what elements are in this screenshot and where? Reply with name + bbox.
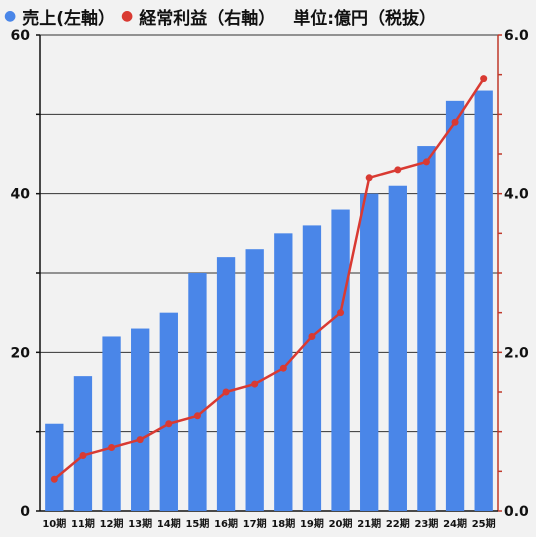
sales-bar (188, 273, 207, 511)
profit-point (50, 475, 58, 483)
sales-bar (331, 209, 350, 512)
x-axis-category-label: 18期 (271, 517, 295, 530)
profit-point (136, 436, 144, 444)
sales-bar (445, 100, 465, 511)
right-axis-tick-label: 6.0 (504, 28, 529, 44)
sales-bar (302, 225, 322, 511)
sales-bar (360, 193, 379, 511)
x-axis-category-label: 22期 (386, 517, 410, 530)
profit-point (394, 166, 402, 174)
sales-bar (216, 257, 236, 511)
x-axis-category-label: 13期 (128, 517, 152, 530)
x-axis-category-label: 20期 (329, 517, 353, 530)
right-axis-tick-label: 2.0 (504, 345, 529, 361)
profit-point (308, 332, 316, 340)
left-axis-tick-label: 60 (11, 28, 31, 44)
profit-point (279, 364, 287, 372)
chart-legend: ● 売上(左軸） ● 経常利益（右軸） 単位:億円（税抜） (4, 2, 436, 30)
profit-point (108, 444, 116, 452)
left-axis-tick-label: 40 (11, 187, 31, 203)
x-axis-category-label: 24期 (443, 517, 467, 530)
right-axis-tick-label: 4.0 (504, 187, 529, 203)
x-axis-category-label: 23期 (414, 517, 438, 530)
sales-bar (45, 423, 64, 511)
x-axis-category-label: 16期 (214, 517, 238, 530)
left-axis-tick-label: 20 (11, 345, 31, 361)
sales-bar (159, 312, 178, 511)
x-axis-category-label: 14期 (157, 517, 181, 530)
sales-bar (474, 90, 493, 512)
legend-sales-marker: ● (4, 8, 17, 24)
profit-line (53, 77, 485, 481)
sales-bar (245, 249, 264, 511)
sales-bar (73, 376, 93, 511)
x-axis-category-label: 19期 (300, 517, 324, 530)
x-axis-category-label: 21期 (357, 517, 381, 530)
profit-point (222, 388, 230, 396)
x-axis-category-label: 12期 (100, 517, 124, 530)
profit-point (451, 118, 459, 126)
sales-bar (388, 185, 407, 511)
x-axis-category-label: 15期 (185, 517, 209, 530)
profit-point (193, 412, 201, 420)
sales-bar (417, 146, 436, 512)
sales-bar (131, 328, 150, 511)
x-axis-category-label: 17期 (243, 517, 267, 530)
legend-profit-label: 経常利益（右軸） (139, 8, 276, 29)
left-axis-tick-label: 0 (20, 504, 30, 520)
profit-point (165, 420, 173, 428)
legend-sales-label: 売上(左軸） (22, 8, 115, 29)
sales-bar (102, 336, 121, 511)
x-axis-category-label: 11期 (71, 517, 95, 530)
profit-point (79, 451, 87, 459)
legend-profit-marker: ● (121, 8, 134, 24)
profit-point (480, 75, 488, 83)
x-axis-category-label: 10期 (42, 517, 66, 530)
profit-point (251, 380, 259, 388)
profit-point (337, 309, 345, 317)
profit-point (422, 158, 430, 166)
legend-unit-label: 単位:億円（税抜） (293, 8, 437, 29)
sales-bar (274, 233, 293, 512)
profit-point (365, 174, 373, 182)
x-axis-category-label: 25期 (472, 517, 496, 530)
right-axis-tick-label: 0.0 (504, 504, 529, 520)
